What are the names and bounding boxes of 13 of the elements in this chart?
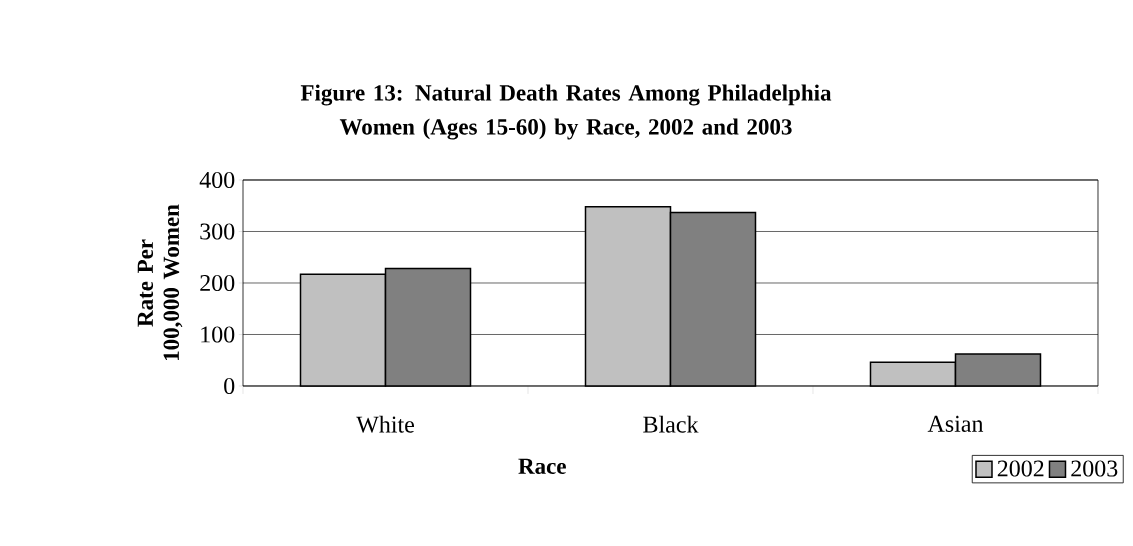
x-tick-label: Black	[643, 415, 699, 433]
y-axis-title: Rate Per 100,000 Women	[137, 204, 183, 361]
y-tick-label: 300	[200, 223, 235, 240]
y-tick-label: 100	[201, 326, 235, 343]
y-tick-label: 400	[199, 171, 235, 189]
x-axis-title: Race	[518, 458, 566, 474]
y-tick-label: 200	[200, 274, 235, 292]
legend-label: 2002	[997, 460, 1044, 477]
x-tick-label: Asian	[927, 415, 984, 432]
y-tick-label: 0	[224, 377, 235, 395]
chart-title: Figure 13: Natural Death Rates Among Philadelphia Women (Ages 15-60) by Race, 2002 and 2003	[300, 84, 832, 140]
legend-label: 2003	[1071, 460, 1118, 477]
x-tick-label: White	[356, 415, 414, 433]
